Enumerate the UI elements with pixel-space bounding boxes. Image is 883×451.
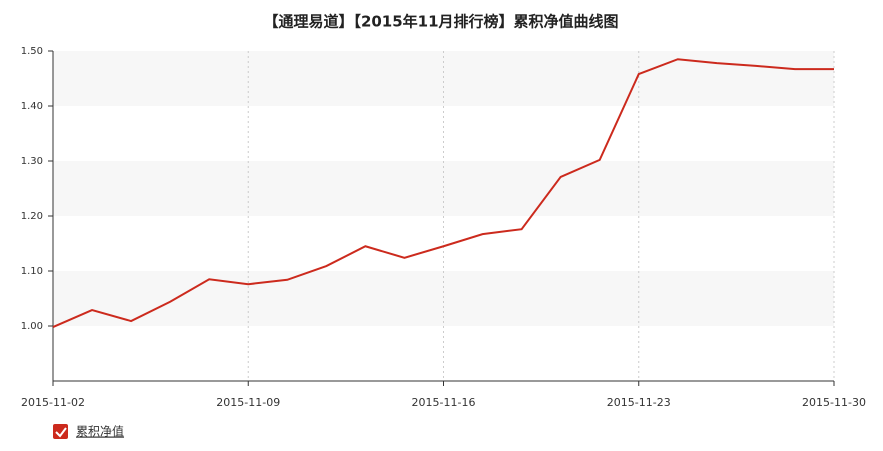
- x-tick-label: 2015-11-09: [216, 396, 280, 409]
- y-tick-label: 1.00: [21, 321, 43, 332]
- legend-label: 累积净值: [76, 424, 124, 439]
- series-line: [52, 58, 834, 329]
- x-tick-label: 2015-11-30: [802, 396, 866, 409]
- y-tick-label: 1.40: [21, 101, 43, 112]
- legend-checkbox: [53, 424, 68, 439]
- y-tick-label: 1.10: [21, 266, 43, 277]
- x-tick-label: 2015-11-23: [607, 396, 671, 409]
- y-tick-label: 1.50: [21, 46, 43, 57]
- x-tick-label: 2015-11-02: [21, 396, 85, 409]
- x-tick-label: 2015-11-16: [412, 396, 476, 409]
- y-tick-label: 1.30: [21, 156, 43, 167]
- legend-check: [55, 427, 67, 438]
- legend-item[interactable]: 累积净值: [53, 424, 124, 440]
- chart-title: 【通理易道】【2015年11月排行榜】累积净值曲线图: [263, 13, 618, 31]
- y-tick-label: 1.20: [21, 211, 43, 222]
